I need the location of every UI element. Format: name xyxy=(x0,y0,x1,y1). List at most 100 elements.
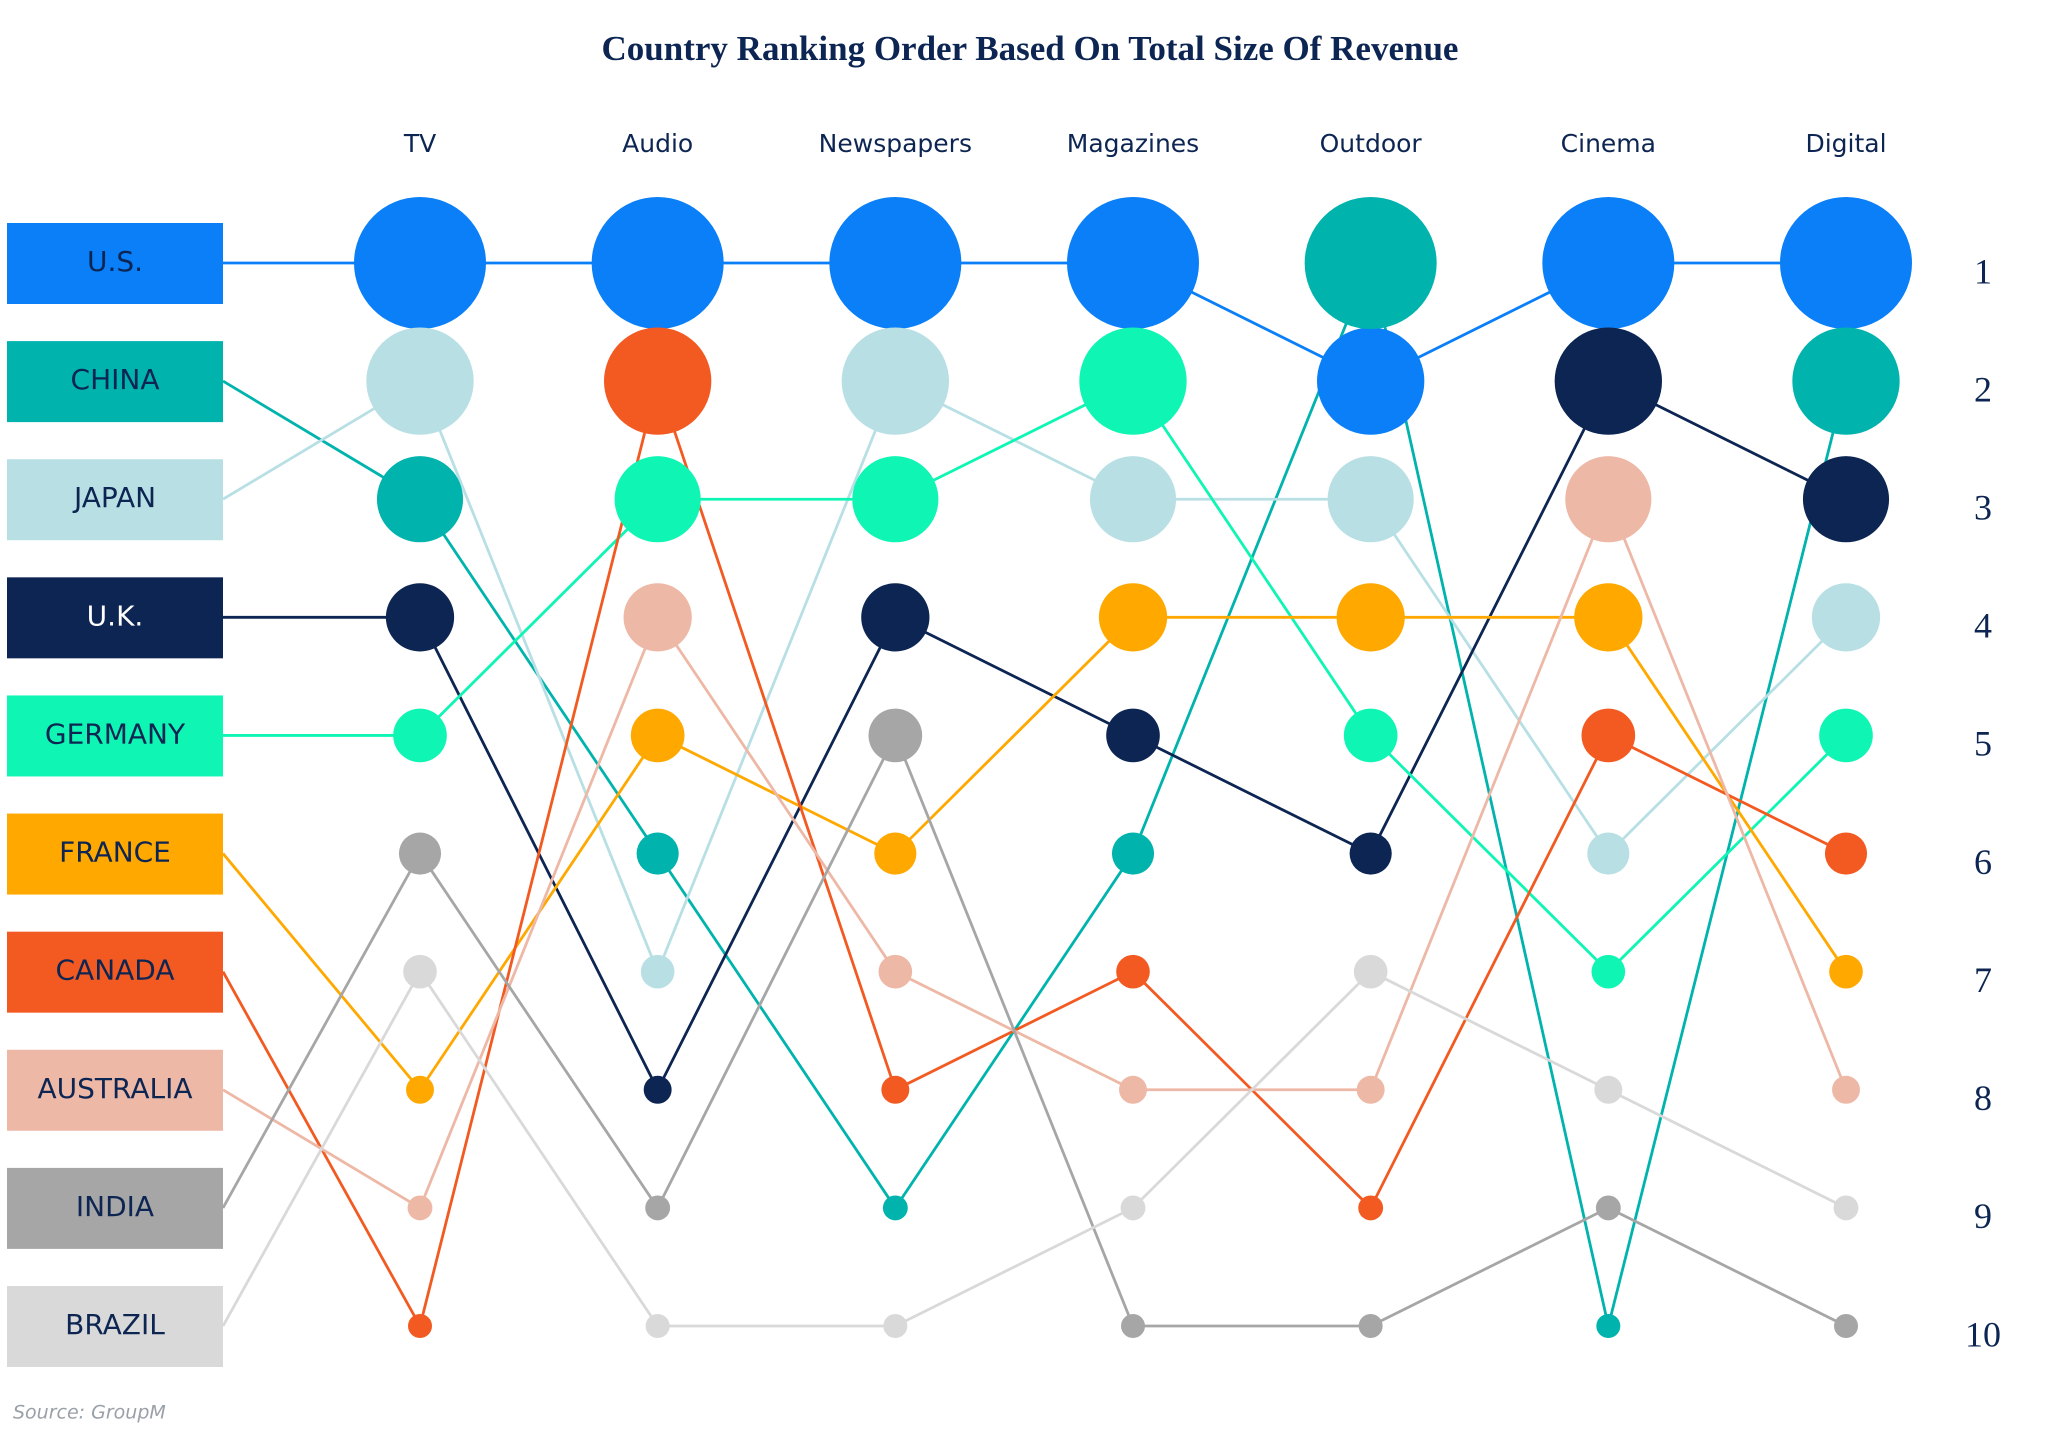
rank-marker xyxy=(614,456,701,543)
y-tick-label: 8 xyxy=(1974,1078,1992,1118)
rank-marker xyxy=(1356,1075,1385,1104)
rank-marker xyxy=(643,1075,672,1104)
legend-label: JAPAN xyxy=(72,481,156,514)
x-tick-label: Audio xyxy=(622,129,693,158)
rank-marker xyxy=(829,197,962,329)
rank-marker xyxy=(1554,327,1663,435)
legend-label: AUSTRALIA xyxy=(37,1072,192,1105)
legend-label: CANADA xyxy=(55,954,174,987)
rank-marker xyxy=(591,197,724,329)
rank-marker xyxy=(1832,1075,1860,1104)
x-tick-label: Cinema xyxy=(1561,129,1656,158)
rank-marker xyxy=(1304,197,1437,329)
y-tick-label: 2 xyxy=(1974,369,1992,409)
y-tick-label: 9 xyxy=(1974,1196,1992,1236)
legend-swatch xyxy=(7,1167,223,1249)
rank-marker xyxy=(1098,583,1168,652)
y-tick-label: 6 xyxy=(1974,842,1992,882)
legend-swatch xyxy=(7,931,223,1013)
rank-marker xyxy=(1581,708,1636,763)
rank-marker xyxy=(1834,1314,1858,1338)
legend-connector xyxy=(221,852,422,1091)
rank-marker xyxy=(640,954,675,989)
rank-marker xyxy=(1802,456,1890,543)
rank-marker xyxy=(1079,327,1187,435)
legend-swatch xyxy=(7,223,223,304)
rank-marker xyxy=(852,456,939,543)
rank-marker xyxy=(645,1314,670,1338)
legend: U.S. CHINA JAPAN U.K. GERMANY FRANCE CANADA AUS… xyxy=(7,223,223,1367)
rank-marker xyxy=(1343,708,1398,763)
rank-marker xyxy=(1824,832,1868,875)
rank-marker xyxy=(393,708,447,763)
rank-marker xyxy=(874,832,917,875)
rank-marker xyxy=(1574,583,1643,652)
rank-marker xyxy=(407,1195,433,1221)
rank-marker xyxy=(385,583,455,652)
markers xyxy=(354,197,1912,1338)
rank-marker xyxy=(1111,832,1155,875)
rank-marker xyxy=(636,832,679,875)
rank-marker xyxy=(882,1195,908,1221)
rank-marker xyxy=(1116,954,1150,989)
rank-marker xyxy=(1594,1075,1623,1104)
rank-marker xyxy=(406,1075,434,1104)
rank-marker xyxy=(1833,1195,1859,1221)
legend-swatch xyxy=(7,459,223,541)
rank-marker xyxy=(1327,456,1414,543)
rank-marker xyxy=(645,1195,671,1221)
rank-marker xyxy=(1120,1195,1146,1221)
y-tick-label: 3 xyxy=(1974,487,1992,527)
legend-label: GERMANY xyxy=(45,717,186,750)
y-tick-label: 10 xyxy=(1965,1314,2001,1354)
series-line xyxy=(418,969,1847,1328)
rank-marker xyxy=(376,456,464,543)
rank-marker xyxy=(868,708,923,763)
rank-marker xyxy=(841,327,950,435)
rank-marker xyxy=(1089,456,1177,543)
rank-marker xyxy=(603,327,712,435)
rank-marker xyxy=(1595,1195,1621,1221)
y-tick-label: 1 xyxy=(1974,251,1992,291)
rank-marker xyxy=(883,1314,908,1338)
rank-marker xyxy=(1316,327,1425,435)
rank-marker xyxy=(403,954,437,989)
source-note: Source: GroupM xyxy=(13,1402,166,1424)
rank-marker xyxy=(1358,1195,1384,1221)
rank-marker xyxy=(1811,583,1881,652)
rank-marker xyxy=(1358,1314,1383,1338)
rank-marker xyxy=(1353,954,1388,989)
rank-marker xyxy=(1792,327,1900,435)
y-tick-label: 5 xyxy=(1974,724,1992,764)
rank-marker xyxy=(1596,1314,1621,1338)
rank-marker xyxy=(1542,197,1675,329)
rank-marker xyxy=(1780,197,1912,329)
x-tick-label: Digital xyxy=(1805,129,1886,158)
rank-marker xyxy=(1336,583,1405,652)
rank-marker xyxy=(1067,197,1199,329)
x-tick-label: Magazines xyxy=(1067,129,1199,158)
rank-marker xyxy=(1819,708,1873,763)
rank-marker xyxy=(354,197,486,329)
rank-marker xyxy=(1829,954,1863,989)
x-tick-label: TV xyxy=(403,129,436,158)
legend-swatch xyxy=(7,341,223,423)
rank-marker xyxy=(1565,456,1652,543)
legend-swatch xyxy=(7,577,223,659)
legend-label: CHINA xyxy=(71,363,160,396)
legend-swatch xyxy=(7,695,223,777)
rank-marker xyxy=(1587,832,1630,875)
rank-marker xyxy=(881,1075,910,1104)
legend-label: U.K. xyxy=(87,599,144,632)
x-tick-label: Outdoor xyxy=(1320,129,1423,158)
legend-label: U.S. xyxy=(87,245,143,278)
y-tick-label: 4 xyxy=(1974,606,1992,646)
legend-label: FRANCE xyxy=(59,836,171,869)
rank-marker xyxy=(861,583,930,652)
legend-swatch xyxy=(7,1286,223,1367)
rank-marker xyxy=(1119,1075,1147,1104)
rank-marker xyxy=(1106,708,1160,763)
rank-marker xyxy=(1591,954,1626,989)
legend-label: BRAZIL xyxy=(65,1308,165,1341)
